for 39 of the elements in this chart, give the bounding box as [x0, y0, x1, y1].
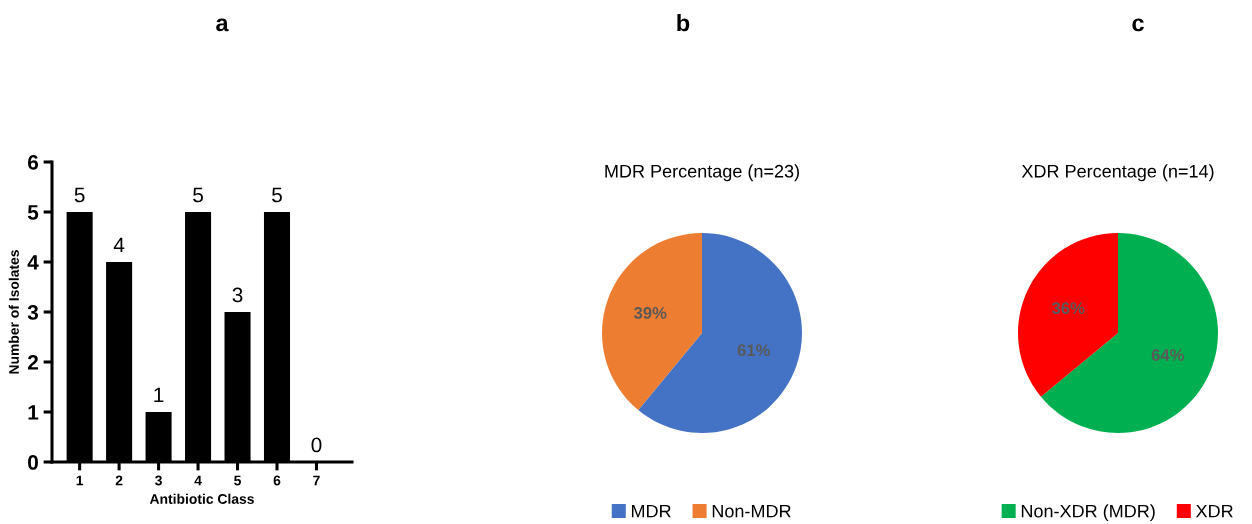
pie-slice: [602, 233, 702, 411]
data-label: 61%: [737, 344, 770, 357]
data-label: 0: [311, 437, 322, 453]
chart-title: a: [216, 18, 229, 32]
x-axis-title: Antibiotic Class: [149, 493, 254, 504]
data-label: 5: [272, 187, 282, 203]
data-label: 3: [232, 287, 243, 303]
chart-title: c: [1132, 18, 1144, 32]
y-tick-label: 1: [28, 405, 39, 420]
legend-label: Non-MDR: [712, 504, 791, 518]
chart-subtitle: XDR Percentage (n=14): [1021, 164, 1214, 182]
pie-slice: [1018, 233, 1118, 397]
x-tick-label: 4: [194, 475, 202, 486]
data-label: 4: [113, 237, 125, 253]
x-tick-label: 1: [76, 475, 84, 486]
data-label: 1: [154, 387, 164, 403]
data-label: 64%: [1151, 349, 1185, 361]
y-axis-title: Number of Isolates: [8, 250, 19, 374]
y-tick-label: 6: [27, 155, 39, 170]
data-label: 39%: [633, 307, 667, 319]
x-tick-label: 2: [115, 475, 123, 486]
x-tick-label: 7: [313, 475, 320, 486]
chart-title: b: [677, 14, 690, 32]
x-tick-label: 6: [273, 475, 281, 486]
pie-slice: [1040, 233, 1218, 433]
data-label: 5: [193, 187, 203, 203]
x-tick-label: 3: [155, 475, 162, 486]
data-label: 5: [74, 187, 85, 203]
y-tick-label: 3: [27, 305, 39, 320]
x-tick-label: 5: [234, 475, 241, 486]
legend-label: XDR: [1195, 504, 1233, 518]
chart-subtitle: MDR Percentage (n=23): [605, 164, 799, 182]
y-tick-label: 2: [27, 355, 38, 370]
y-tick-label: 0: [28, 455, 38, 470]
y-tick-label: 5: [27, 205, 39, 220]
y-tick-label: 4: [27, 255, 39, 270]
data-label: 36%: [1051, 302, 1085, 315]
legend-label: MDR: [631, 504, 671, 518]
legend-label: Non-XDR (MDR): [1021, 504, 1155, 522]
